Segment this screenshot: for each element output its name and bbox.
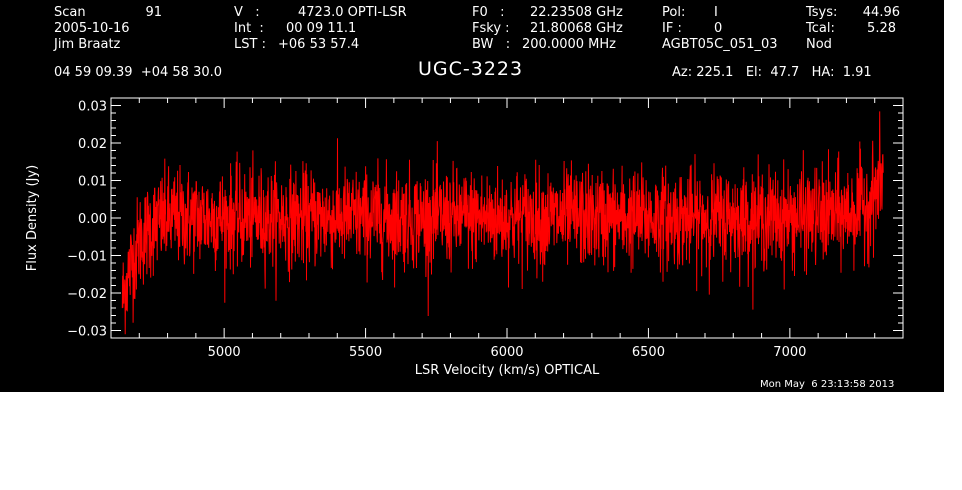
pol-value: I	[714, 5, 718, 20]
axis-ticks: 5000 5500 6000 6500 7000 −0.03 −0.02 −0.01 0.00 0…	[67, 97, 904, 360]
y-tick-label: 0.00	[78, 212, 107, 227]
spectrum-trace-group	[121, 111, 884, 335]
y-axis-label: Flux Density (Jy)	[25, 165, 40, 271]
scan-label: Scan	[54, 5, 86, 20]
velocity-value: 4723.0 OPTI-LSR	[298, 5, 407, 20]
procedure-name: Nod	[806, 37, 832, 52]
x-tick-label: 5500	[349, 345, 382, 360]
plot-window: Scan 91 2005-10-16 Jim Braatz 04 59 09.3…	[0, 0, 944, 392]
x-axis-label: LSR Velocity (km/s) OPTICAL	[415, 363, 600, 378]
f0-value: 22.23508 GHz	[530, 5, 623, 20]
chart-title: UGC-3223	[418, 58, 524, 80]
spectrum-chart: 5000 5500 6000 6500 7000 −0.03 −0.02 −0.01 0.00 0…	[25, 97, 904, 378]
obs-date: 2005-10-16	[54, 21, 130, 36]
tcal-label: Tcal:	[806, 21, 835, 36]
source-coordinates: 04 59 09.39 +04 58 30.0	[54, 65, 223, 80]
int-value: 00 09 11.1	[286, 21, 357, 36]
y-tick-label: 0.01	[78, 175, 107, 190]
x-tick-label: 6000	[490, 345, 523, 360]
x-tick-label: 6500	[632, 345, 665, 360]
bw-value: 200.0000 MHz	[522, 37, 616, 52]
tsys-value: 44.96	[862, 5, 900, 20]
observer-name: Jim Braatz	[54, 37, 121, 52]
x-tick-label: 5000	[208, 345, 241, 360]
fsky-value: 21.80068 GHz	[530, 21, 623, 36]
spectrum-trace	[121, 111, 884, 335]
plot-timestamp: Mon May 6 23:13:58 2013	[760, 379, 895, 390]
x-tick-label: 7000	[773, 345, 806, 360]
y-tick-label: 0.02	[78, 137, 107, 152]
lst-label: LST :	[234, 37, 266, 52]
az-el-ha: Az: 225.1 El: 47.7 HA: 1.91	[672, 65, 872, 80]
tsys-label: Tsys:	[806, 5, 838, 20]
f0-label: F0 :	[472, 5, 505, 20]
fsky-label: Fsky :	[472, 21, 510, 36]
session-id: AGBT05C_051_03	[662, 37, 778, 52]
bw-label: BW :	[472, 37, 511, 52]
scan-value: 91	[145, 5, 162, 20]
y-tick-label: 0.03	[78, 100, 107, 115]
if-value: 0	[714, 21, 723, 36]
y-tick-label: −0.01	[67, 250, 107, 265]
if-label: IF :	[662, 21, 682, 36]
velocity-label: V :	[234, 5, 260, 20]
tcal-value: 5.28	[867, 21, 896, 36]
pol-label: Pol:	[662, 5, 686, 20]
y-tick-label: −0.03	[67, 325, 107, 340]
lst-value: +06 53 57.4	[278, 37, 360, 52]
int-label: Int :	[234, 21, 264, 36]
y-tick-label: −0.02	[67, 287, 107, 302]
